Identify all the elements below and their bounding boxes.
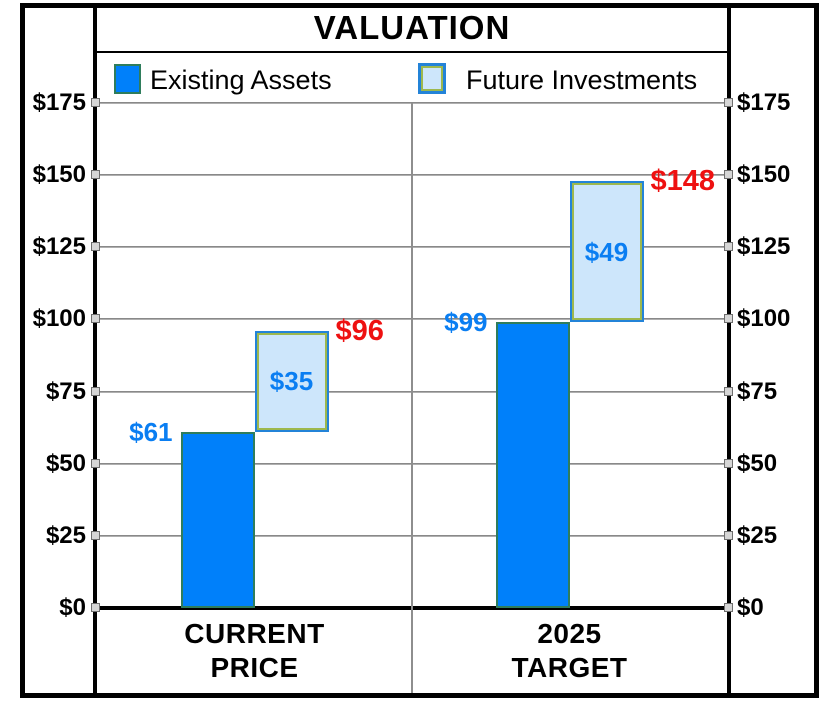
y-tick-left-75 [91,386,100,396]
y-tick-label-left-100: $100 [32,305,86,333]
y-tick-label-left-150: $150 [32,161,86,189]
y-tick-label-right-25: $25 [737,521,778,549]
y-tick-label-left-125: $125 [32,233,86,261]
category-label-line: 2025 [537,618,602,649]
y-tick-right-100 [724,314,733,324]
y-tick-right-75 [724,386,733,396]
y-tick-right-50 [724,458,733,468]
y-tick-left-0 [91,603,100,612]
y-tick-label-right-175: $175 [737,89,791,116]
y-tick-left-150 [91,170,100,180]
legend-label-future-investments: Future Investments [466,65,698,95]
y-tick-label-right-50: $50 [737,449,778,477]
increment-value-label-1: $49 [584,236,629,267]
bar-future-investments-1 [569,180,644,323]
left-axis-line [93,3,97,698]
figure-outer-border [20,3,819,698]
y-tick-label-left-75: $75 [45,377,86,405]
category-label-line: CURRENT [184,618,325,649]
y-tick-left-25 [91,530,100,540]
total-value-label-1: $148 [650,164,716,197]
increment-value-label-0: $35 [269,366,314,397]
title-box: VALUATION [97,6,727,50]
y-tick-left-50 [91,458,100,468]
bar-future-investments-0 [254,330,329,432]
category-label-line: TARGET [511,652,628,683]
category-divider-line [411,103,413,693]
y-tick-right-175 [724,98,733,107]
y-tick-label-right-0: $0 [737,594,764,621]
category-label-0: CURRENT PRICE [115,617,395,685]
base-value-label-1: $99 [444,307,488,338]
y-tick-left-100 [91,314,100,324]
y-tick-label-left-25: $25 [45,521,86,549]
title-separator-line [93,51,731,53]
y-tick-right-150 [724,170,733,180]
y-tick-right-0 [724,603,733,612]
y-tick-label-right-75: $75 [737,377,778,405]
y-tick-label-right-150: $150 [737,161,791,189]
future-investments-swatch [418,63,446,94]
legend-label-existing-assets: Existing Assets [150,65,332,95]
total-value-label-0: $96 [335,314,384,347]
category-label-line: PRICE [210,652,299,683]
bar-existing-assets-1 [495,322,570,608]
y-tick-label-left-0: $0 [59,594,86,621]
y-tick-label-right-100: $100 [737,305,791,333]
right-axis-line [727,3,731,698]
y-tick-label-left-50: $50 [45,449,86,477]
y-tick-left-175 [91,98,100,107]
chart-title: VALUATION [313,9,511,46]
y-tick-left-125 [91,242,100,252]
bar-existing-assets-0 [180,431,255,608]
existing-assets-swatch [114,64,141,94]
y-tick-right-125 [724,242,733,252]
base-value-label-0: $61 [129,416,173,447]
y-tick-right-25 [724,530,733,540]
category-label-1: 2025 TARGET [430,617,710,685]
y-tick-label-right-125: $125 [737,233,791,261]
y-tick-label-left-175: $175 [32,89,86,116]
